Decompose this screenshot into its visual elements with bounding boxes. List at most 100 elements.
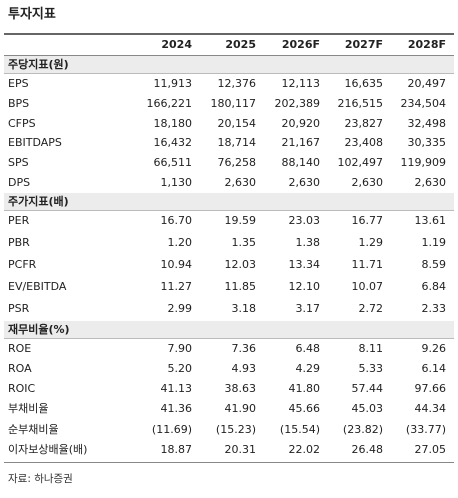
cell-value: (23.82) [342,422,383,436]
section-title: 재무비율(%) [8,322,70,336]
row-label: EV/EBITDA [8,279,67,293]
cell-value: 166,221 [146,96,193,110]
header-bottom-rule [4,55,454,56]
cell-value: 20,497 [407,77,447,90]
cell-value: 12,376 [217,77,257,90]
cell-value: 2.72 [358,301,384,315]
row-label: PCFR [8,257,37,271]
cell-value: 12.10 [288,279,321,293]
cell-value: 3.17 [295,301,321,315]
cell-value: 41.13 [160,382,193,396]
row-label: PSR [8,301,30,315]
section-rule [4,73,454,74]
cell-value: (33.77) [405,422,446,436]
cell-value: 45.03 [351,402,384,416]
section-rule [4,337,454,339]
cell-value: 22.02 [288,442,321,456]
row-label: EBITDAPS [8,136,62,150]
cell-value: 13.34 [288,257,321,271]
cell-value: 102,497 [337,156,384,170]
row-label: DPS [8,176,31,189]
cell-value: 41.90 [224,402,257,416]
section-rule [4,209,454,211]
column-header: 2028F [407,38,446,51]
cell-value: 16,635 [344,77,384,90]
row-label: ROA [8,362,32,375]
cell-value: 216,515 [337,96,384,110]
cell-value: 23,827 [344,116,384,130]
cell-value: 88,140 [281,156,321,170]
row-label: EPS [8,77,29,90]
row-label: PBR [8,235,30,249]
row-label: SPS [8,156,29,170]
section-band [4,56,454,73]
cell-value: 20.31 [224,442,257,456]
cell-value: 20,154 [217,116,257,130]
row-label: ROE [8,341,32,355]
cell-value: 23.03 [288,213,321,227]
cell-value: 97.66 [414,382,447,396]
cell-value: 44.34 [414,402,447,416]
column-header: 2026F [281,38,320,51]
section-band [4,320,454,338]
cell-value: 6.14 [421,362,447,375]
cell-value: 32,498 [407,116,447,130]
cell-value: 10.07 [351,279,384,293]
cell-value: 12,113 [281,77,321,90]
row-label: 부채비율 [8,402,49,416]
cell-value: 7.90 [167,341,193,355]
cell-value: 6.84 [421,279,447,293]
cell-value: 66,511 [153,156,193,170]
cell-value: 1.20 [167,235,193,249]
cell-value: 18.87 [160,442,193,456]
section-band [4,192,454,210]
cell-value: 16.77 [351,213,384,227]
cell-value: (15.23) [215,422,256,436]
cell-value: 2,630 [288,176,321,189]
cell-value: 23,408 [344,136,384,150]
cell-value: 202,389 [274,96,321,110]
cell-value: 8.59 [421,257,447,271]
cell-value: 18,714 [217,136,257,150]
cell-value: 8.11 [358,341,384,355]
row-label: 순부채비율 [8,422,59,436]
cell-value: 41.80 [288,382,321,396]
cell-value: 2.99 [167,301,193,315]
cell-value: 4.29 [295,362,321,375]
column-header: 2024 [161,38,192,51]
cell-value: 1.29 [358,235,384,249]
row-label: PER [8,213,30,227]
cell-value: 27.05 [414,442,447,456]
cell-value: (15.54) [279,422,320,436]
cell-value: 5.33 [358,362,384,375]
cell-value: 180,117 [210,96,257,110]
cell-value: 38.63 [224,382,257,396]
cell-value: 57.44 [351,382,384,396]
cell-value: 16,432 [153,136,193,150]
column-header: 2025 [225,38,256,51]
section-title: 주가지표(배) [8,194,69,208]
cell-value: 2,630 [414,176,447,189]
cell-value: 26.48 [351,442,384,456]
cell-value: 9.26 [421,341,447,355]
cell-value: 4.93 [231,362,257,375]
cell-value: 11.71 [351,257,384,271]
cell-value: 20,920 [281,116,321,130]
row-label: ROIC [8,382,36,396]
cell-value: 19.59 [224,213,257,227]
cell-value: 30,335 [407,136,447,150]
cell-value: 12.03 [224,257,257,271]
cell-value: 1.35 [231,235,257,249]
cell-value: 119,909 [400,156,447,170]
cell-value: 76,258 [217,156,257,170]
cell-value: 16.70 [160,213,193,227]
source-note: 자료: 하나증권 [8,473,73,485]
cell-value: 7.36 [231,341,257,355]
cell-value: 11,913 [153,77,193,90]
section-title: 주당지표(원) [8,58,69,71]
cell-value: 1.19 [421,235,447,249]
cell-value: 1.38 [295,235,321,249]
page-title: 투자지표 [8,7,56,22]
cell-value: (11.69) [151,422,192,436]
